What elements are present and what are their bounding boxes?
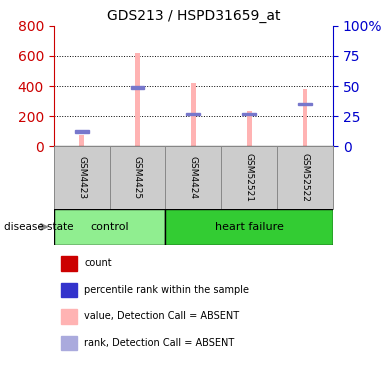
Bar — [242, 113, 256, 115]
Bar — [61, 256, 77, 270]
Bar — [300, 104, 311, 146]
Bar — [110, 146, 165, 209]
Bar — [298, 103, 312, 105]
Text: value, Detection Call = ABSENT: value, Detection Call = ABSENT — [84, 311, 239, 321]
Bar — [54, 209, 165, 245]
Title: GDS213 / HSPD31659_at: GDS213 / HSPD31659_at — [106, 9, 280, 23]
Text: GSM4424: GSM4424 — [189, 156, 198, 199]
Text: GSM4423: GSM4423 — [77, 156, 86, 199]
Bar — [188, 114, 199, 146]
Text: GSM52521: GSM52521 — [245, 153, 254, 202]
Bar — [187, 113, 200, 115]
Text: GSM52522: GSM52522 — [301, 153, 310, 202]
Text: GSM4425: GSM4425 — [133, 156, 142, 199]
Bar — [75, 130, 88, 132]
Text: control: control — [90, 222, 129, 232]
Bar — [61, 309, 77, 324]
Bar — [191, 83, 196, 146]
Bar — [135, 53, 140, 146]
Bar — [76, 131, 87, 146]
Bar — [303, 89, 308, 146]
Text: heart failure: heart failure — [215, 222, 284, 232]
Text: percentile rank within the sample: percentile rank within the sample — [84, 285, 249, 295]
Bar — [221, 146, 277, 209]
Bar — [277, 146, 333, 209]
Bar — [61, 336, 77, 350]
Text: rank, Detection Call = ABSENT: rank, Detection Call = ABSENT — [84, 338, 234, 348]
Text: disease state: disease state — [4, 222, 73, 232]
Bar — [79, 135, 84, 146]
Text: count: count — [84, 258, 112, 268]
Bar — [54, 146, 110, 209]
Bar — [165, 146, 221, 209]
Bar — [131, 86, 144, 89]
Bar — [61, 283, 77, 297]
Bar — [247, 111, 252, 146]
Bar — [165, 209, 333, 245]
Bar — [244, 114, 255, 146]
Bar — [132, 87, 143, 146]
